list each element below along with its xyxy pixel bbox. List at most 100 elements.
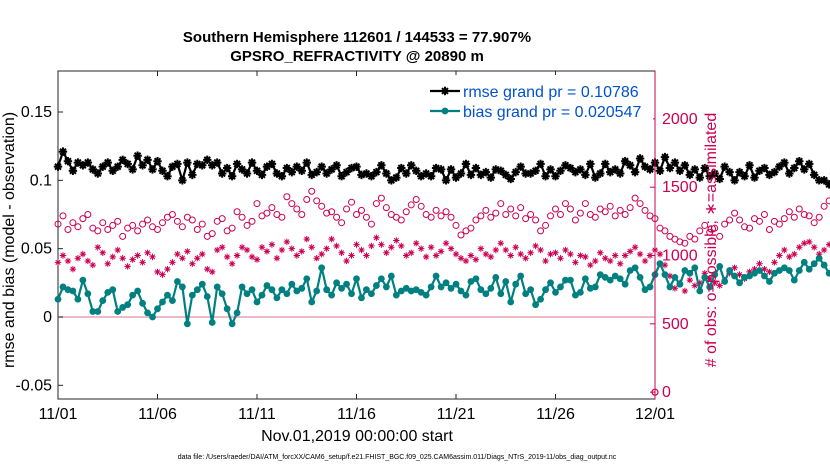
assimilated-point bbox=[636, 250, 644, 258]
legend-label: bias grand pr = 0.020547 bbox=[463, 104, 641, 121]
possible-point bbox=[556, 211, 564, 218]
bias-point bbox=[213, 283, 221, 291]
possible-point bbox=[198, 220, 206, 228]
rmse-point bbox=[198, 161, 207, 170]
rmse-point bbox=[710, 169, 719, 178]
bias-point bbox=[218, 290, 226, 298]
rmse-point bbox=[670, 158, 680, 167]
assimilated-point bbox=[79, 250, 87, 258]
rmse-point bbox=[466, 170, 476, 180]
possible-point bbox=[243, 221, 251, 229]
bias-point bbox=[94, 308, 102, 315]
assimilated-point bbox=[552, 249, 559, 256]
right-y-tick-label: 1500 bbox=[662, 179, 698, 196]
assimilated-point bbox=[587, 261, 594, 269]
bias-point bbox=[800, 258, 808, 266]
assimilated-point bbox=[74, 255, 82, 262]
assimilated-point bbox=[825, 241, 830, 248]
possible-point bbox=[701, 221, 709, 229]
rmse-point bbox=[362, 169, 371, 178]
rmse-point bbox=[620, 157, 630, 166]
rmse-point bbox=[680, 161, 690, 170]
possible-point bbox=[372, 200, 380, 208]
assimilated-point bbox=[572, 259, 579, 266]
rmse-point bbox=[267, 159, 277, 169]
assimilated-point bbox=[64, 257, 72, 265]
assimilated-point bbox=[761, 265, 768, 273]
assimilated-point bbox=[174, 250, 181, 258]
bias-point bbox=[591, 283, 599, 291]
bias-point bbox=[656, 260, 664, 268]
possible-point bbox=[775, 220, 783, 228]
assimilated-point bbox=[199, 250, 206, 258]
bias-point bbox=[54, 295, 62, 303]
assimilated-point bbox=[512, 244, 519, 251]
possible-point bbox=[59, 212, 67, 220]
assimilated-point bbox=[318, 250, 325, 258]
rmse-point bbox=[824, 180, 830, 189]
possible-point bbox=[99, 219, 107, 227]
possible-point bbox=[104, 226, 112, 234]
assimilated-point bbox=[308, 244, 315, 251]
assimilated-point bbox=[218, 244, 226, 251]
assimilated-point bbox=[253, 256, 261, 263]
bias-point bbox=[178, 283, 186, 291]
bias-point bbox=[353, 275, 360, 283]
assimilated-point bbox=[621, 252, 629, 259]
rmse-point bbox=[591, 173, 600, 182]
bias-point bbox=[751, 269, 758, 277]
rmse-point bbox=[392, 173, 401, 182]
bias-point bbox=[188, 291, 196, 299]
rmse-point bbox=[685, 170, 695, 180]
rmse-point bbox=[367, 172, 376, 181]
possible-point bbox=[636, 200, 644, 208]
possible-point bbox=[303, 195, 311, 203]
assimilated-point bbox=[114, 246, 121, 254]
rmse-point bbox=[536, 159, 545, 169]
rmse-point bbox=[232, 159, 242, 169]
x-tick-label: 11/11 bbox=[238, 406, 276, 423]
bias-point bbox=[303, 275, 311, 283]
y-tick-label: 0.1 bbox=[30, 172, 52, 189]
rmse-point bbox=[556, 166, 565, 175]
rmse-point bbox=[581, 170, 590, 180]
possible-point bbox=[676, 238, 684, 246]
possible-point bbox=[696, 227, 704, 235]
rmse-point bbox=[158, 166, 167, 175]
possible-point bbox=[502, 211, 510, 218]
bias-point bbox=[373, 282, 380, 289]
rmse-point bbox=[237, 165, 247, 174]
bias-point bbox=[457, 287, 465, 295]
bias-point bbox=[427, 283, 435, 291]
bias-point bbox=[780, 264, 788, 272]
assimilated-point bbox=[403, 252, 410, 259]
bias-point bbox=[810, 260, 818, 268]
possible-point bbox=[134, 227, 142, 235]
bias-point bbox=[502, 278, 510, 285]
assimilated-point bbox=[517, 250, 524, 258]
assimilated-point bbox=[303, 235, 310, 243]
possible-point bbox=[576, 209, 584, 217]
possible-point bbox=[129, 221, 137, 229]
assimilated-point bbox=[820, 246, 828, 254]
assimilated-point bbox=[432, 252, 440, 259]
rmse-point bbox=[819, 176, 829, 185]
rmse-point bbox=[252, 166, 262, 175]
bias-point bbox=[482, 290, 490, 298]
assimilated-point bbox=[532, 242, 539, 250]
rmse-point bbox=[551, 172, 560, 181]
bias-point bbox=[775, 267, 783, 274]
bias-point bbox=[417, 289, 425, 296]
rmse-point bbox=[118, 155, 127, 165]
rmse-point bbox=[262, 162, 272, 171]
possible-point bbox=[139, 220, 147, 228]
bias-point bbox=[377, 275, 385, 283]
assimilated-point bbox=[691, 282, 698, 289]
possible-point bbox=[208, 230, 216, 238]
possible-point bbox=[522, 215, 530, 223]
bias-point bbox=[198, 280, 206, 288]
possible-point bbox=[721, 220, 729, 228]
possible-point bbox=[233, 208, 241, 216]
possible-point bbox=[432, 206, 440, 214]
bias-point bbox=[437, 283, 445, 291]
